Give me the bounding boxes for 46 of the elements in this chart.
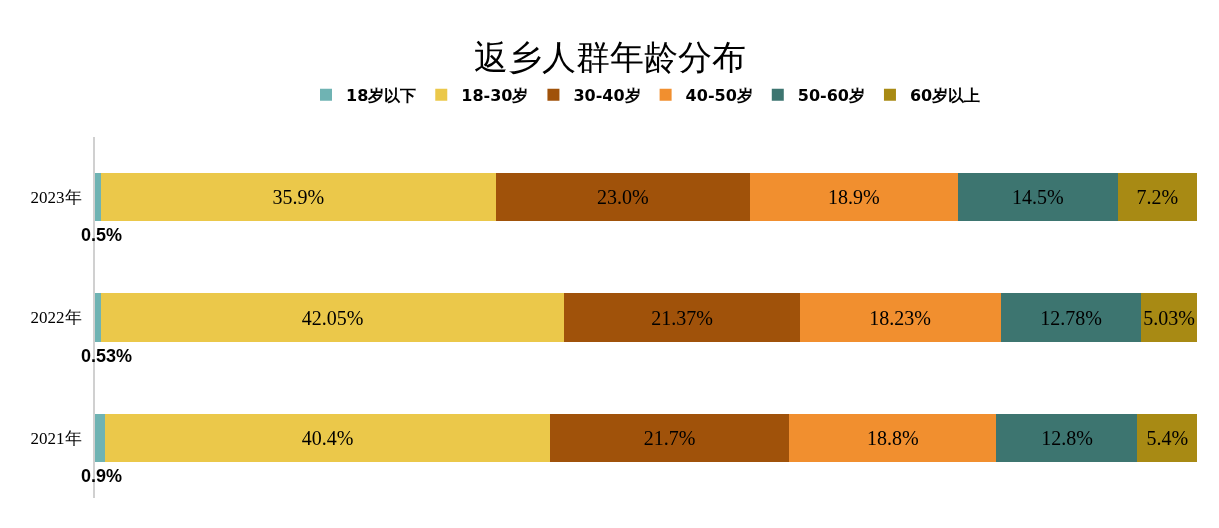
data-label: 23.0%	[597, 186, 649, 209]
legend-label: 40-50岁	[685, 85, 753, 105]
bar	[749, 173, 958, 222]
data-label: 5.03%	[1143, 306, 1196, 329]
y-tick-label: 2022年	[30, 308, 82, 328]
bar	[1141, 293, 1197, 342]
bar	[100, 173, 497, 222]
data-label: 0.53%	[81, 346, 133, 366]
data-label: 42.05%	[301, 306, 364, 329]
data-label: 12.78%	[1040, 306, 1102, 329]
y-tick-label: 2023年	[30, 188, 82, 208]
bar	[100, 293, 565, 342]
bar	[1117, 173, 1197, 222]
data-label: 14.5%	[1011, 186, 1064, 209]
data-label: 40.4%	[301, 426, 354, 449]
chart-title: 返乡人群年龄分布	[473, 36, 746, 77]
bar	[95, 173, 101, 222]
data-label: 5.4%	[1146, 426, 1189, 449]
data-label: 21.7%	[643, 426, 696, 449]
bar	[957, 173, 1118, 222]
data-label: 18.23%	[869, 306, 932, 329]
legend-label: 50-60岁	[797, 85, 865, 105]
y-tick-label: 2021年	[30, 428, 82, 448]
bar	[789, 413, 997, 462]
bar	[1137, 413, 1197, 462]
legend-label: 30-40岁	[573, 85, 641, 105]
bar	[104, 413, 551, 462]
legend-label: 60岁以上	[909, 85, 981, 105]
data-label: 12.8%	[1041, 426, 1093, 449]
bar	[1000, 293, 1142, 342]
bar	[95, 413, 105, 462]
data-label: 18.8%	[867, 426, 919, 449]
bar	[496, 173, 750, 222]
data-label: 7.2%	[1136, 186, 1179, 209]
bar	[799, 293, 1001, 342]
bar	[564, 293, 800, 342]
data-label: 21.37%	[651, 306, 713, 329]
bar	[996, 413, 1138, 462]
data-label: 0.9%	[81, 466, 123, 486]
legend-label: 18岁以下	[346, 85, 417, 105]
legend-label: 18-30岁	[461, 85, 529, 105]
data-label: 18.9%	[827, 186, 880, 209]
data-label: 0.5%	[81, 225, 123, 245]
bar	[95, 293, 101, 342]
bar	[550, 413, 790, 462]
data-label: 35.9%	[272, 186, 325, 209]
